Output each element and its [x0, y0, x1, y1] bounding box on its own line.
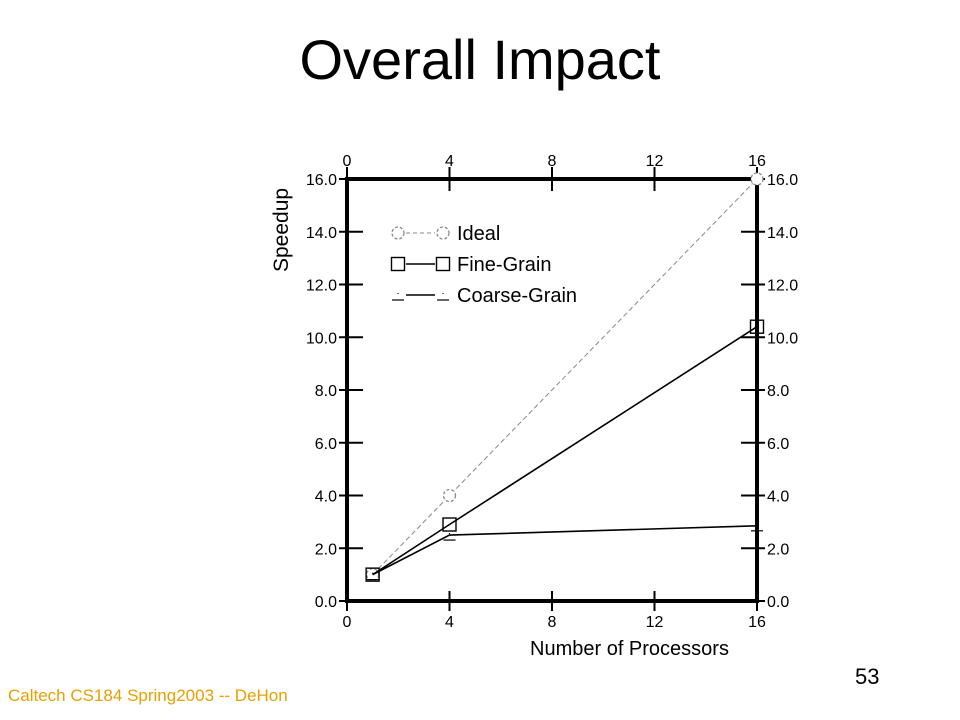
- y-tick-label-left: 4.0: [315, 489, 337, 506]
- ideal-point: [391, 226, 405, 240]
- x-tick-label-top: 4: [445, 153, 454, 170]
- series-fine-grain: [365, 319, 765, 582]
- legend-item: Fine-Grain: [390, 254, 551, 276]
- x-tick-label-bottom: 16: [748, 614, 766, 631]
- y-tick-label-right: 10.0: [767, 330, 798, 347]
- y-tick-label-right: 6.0: [767, 436, 789, 453]
- x-tick-label-bottom: 8: [548, 614, 557, 631]
- slide-title: Overall Impact: [299, 28, 661, 91]
- fine-grain-point: [390, 256, 406, 272]
- legend-label: Ideal: [457, 223, 500, 245]
- y-tick-label-right: 16.0: [767, 172, 798, 189]
- legend-label: Fine-Grain: [457, 254, 551, 276]
- coarse-grain-point: [437, 293, 449, 301]
- x-tick-label-top: 16: [748, 153, 766, 170]
- legend-item: Coarse-Grain: [392, 285, 577, 307]
- footer-text: Caltech CS184 Spring2003 -- DeHon: [8, 686, 288, 705]
- x-tick-label-bottom: 4: [445, 614, 454, 631]
- series-line: [372, 326, 758, 576]
- y-tick-label-right: 14.0: [767, 225, 798, 242]
- y-tick-label-left: 16.0: [306, 172, 337, 189]
- y-tick-label-right: 0.0: [767, 594, 789, 611]
- x-tick-label-bottom: 12: [646, 614, 664, 631]
- x-tick-label-top: 8: [548, 153, 557, 170]
- page-number: 53: [855, 664, 880, 689]
- legend-label: Coarse-Grain: [457, 285, 577, 307]
- series-line: [372, 525, 758, 576]
- series-line: [372, 178, 758, 575]
- y-tick-label-left: 2.0: [315, 541, 337, 558]
- ideal-point: [442, 488, 457, 503]
- ideal-point: [436, 226, 450, 240]
- coarse-grain-point: [751, 523, 763, 532]
- y-tick-label-right: 8.0: [767, 383, 789, 400]
- y-tick-label-left: 14.0: [306, 225, 337, 242]
- coarse-grain-point: [392, 293, 404, 301]
- fine-grain-point: [435, 256, 451, 272]
- fine-grain-point: [365, 567, 380, 582]
- y-tick-label-right: 2.0: [767, 541, 789, 558]
- y-tick-label-left: 10.0: [306, 330, 337, 347]
- y-tick-label-left: 0.0: [315, 594, 337, 611]
- y-tick-label-left: 8.0: [315, 383, 337, 400]
- y-tick-label-left: 12.0: [306, 278, 337, 295]
- x-tick-label-top: 12: [646, 153, 664, 170]
- series-layer: [365, 172, 765, 582]
- legend: Ideal Fine-Grain Coarse-Grain: [390, 223, 577, 307]
- y-axis-label: Speedup: [270, 188, 293, 272]
- ideal-point: [750, 172, 764, 186]
- series-ideal: [365, 172, 764, 582]
- fine-grain-point: [749, 319, 765, 334]
- x-axis-label: Number of Processors: [530, 638, 729, 660]
- x-tick-label-bottom: 0: [343, 614, 352, 631]
- coarse-grain-point: [366, 572, 379, 581]
- legend-item: Ideal: [391, 223, 500, 245]
- y-tick-label-right: 4.0: [767, 489, 789, 506]
- series-coarse-grain: [366, 523, 763, 581]
- x-tick-label-top: 0: [343, 153, 352, 170]
- fine-grain-point: [442, 517, 457, 532]
- coarse-grain-point: [443, 533, 456, 541]
- y-tick-label-left: 6.0: [315, 436, 337, 453]
- y-tick-label-right: 12.0: [767, 278, 798, 295]
